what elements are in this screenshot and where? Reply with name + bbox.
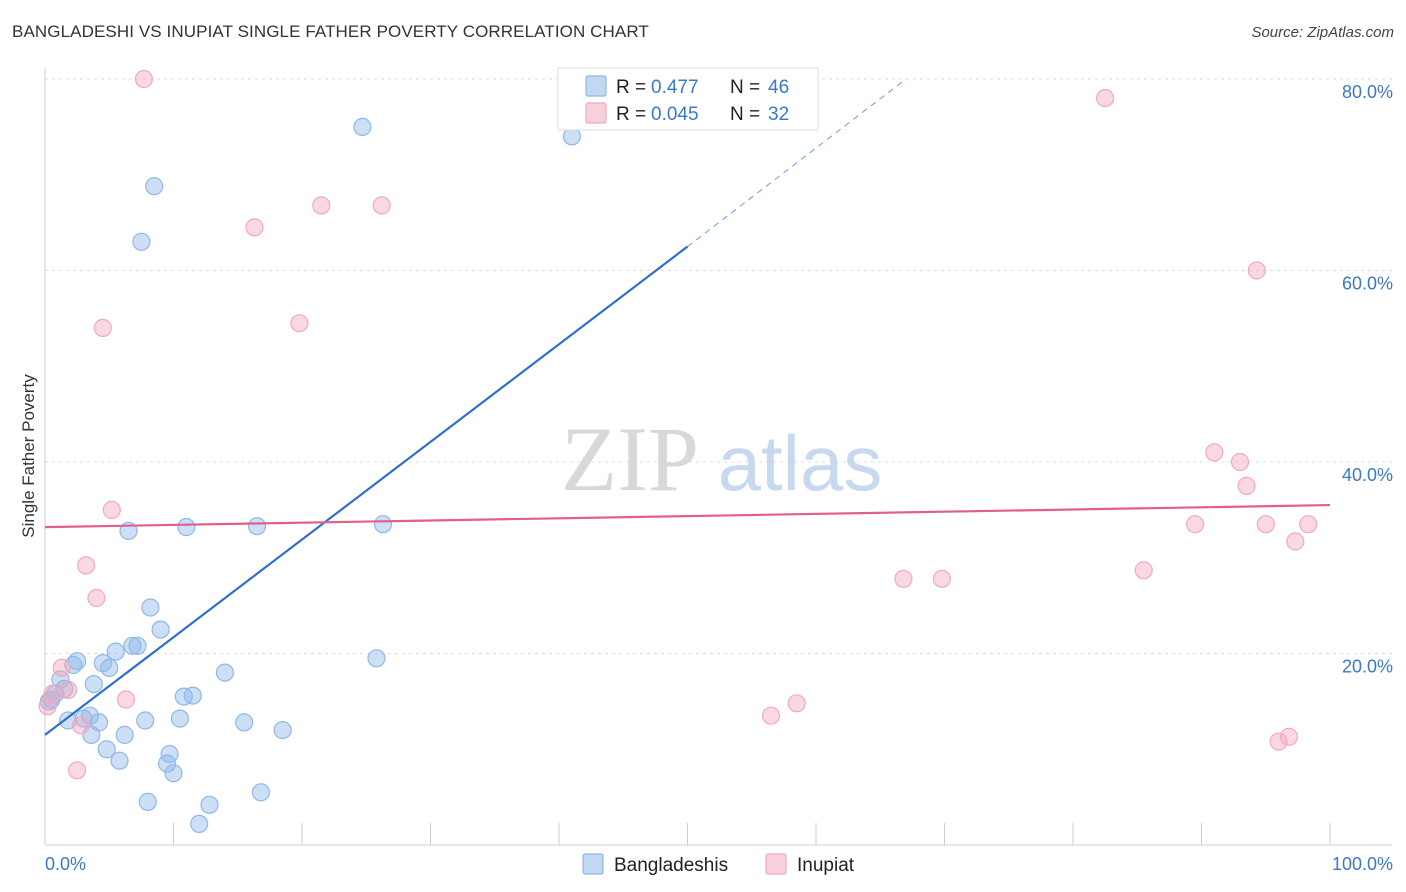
- bangladeshi-point: [160, 744, 179, 764]
- trend-lines: [44, 78, 1331, 736]
- legend-swatch-bangladeshis: [585, 75, 607, 97]
- legend-n-label: N =: [730, 104, 760, 125]
- bangladeshi-point: [367, 649, 386, 668]
- bangladeshi-point: [235, 713, 254, 732]
- gridlines: [45, 78, 1392, 654]
- inupiat-point: [787, 694, 806, 713]
- legend-n-label: N =: [730, 77, 760, 98]
- bangladeshi-point: [123, 636, 142, 655]
- legend-r-label: R =: [616, 104, 646, 125]
- x-tick-label-left: 0.0%: [45, 854, 86, 874]
- bangladeshi-point: [67, 652, 87, 671]
- bangladeshi-point: [183, 686, 202, 705]
- inupiat-point: [134, 69, 153, 89]
- inupiat-point: [1256, 515, 1275, 534]
- inupiat-point: [76, 556, 96, 575]
- series-label-inupiat: Inupiat: [797, 855, 855, 876]
- bangladeshi-point: [97, 740, 116, 759]
- bangladeshi-point: [138, 792, 157, 812]
- bangladeshi-point: [145, 177, 164, 196]
- inupiat-point: [894, 569, 913, 588]
- inupiat-point: [1185, 515, 1205, 534]
- inupiat-point: [1230, 452, 1250, 472]
- inupiat-point: [87, 588, 106, 608]
- series-label-bangladeshis: Bangladeshis: [614, 855, 728, 876]
- data-points: [38, 69, 1318, 834]
- bangladeshi-point: [100, 658, 119, 678]
- bangladeshi-point: [215, 663, 234, 682]
- source-label: Source: ZipAtlas.com: [1251, 24, 1394, 41]
- inupiat-point: [52, 658, 71, 678]
- bangladeshi-point: [170, 709, 189, 728]
- inupiat-point: [1095, 88, 1115, 108]
- bangladeshi-point: [106, 642, 125, 661]
- watermark-atlas: atlas: [718, 419, 883, 507]
- y-tick-label: 40.0%: [1342, 465, 1393, 485]
- bangladeshi-point: [373, 515, 393, 534]
- bangladeshi-point: [89, 713, 109, 732]
- stats-legend: R = 0.477 N = 46 R = 0.045 N = 32: [557, 67, 819, 131]
- inupiat-point: [1279, 727, 1299, 746]
- legend-n-value: 32: [768, 104, 789, 125]
- bangladeshi-point: [273, 720, 292, 740]
- bangladeshi-point: [84, 674, 103, 694]
- bangladeshi-point: [128, 636, 147, 655]
- inupiat-point: [93, 318, 112, 337]
- chart-title: BANGLADESHI VS INUPIAT SINGLE FATHER POV…: [12, 22, 649, 41]
- legend-r-value: 0.045: [651, 104, 699, 125]
- inupiat-trend-line: [44, 503, 1331, 529]
- inupiat-point: [761, 706, 781, 725]
- bangladeshi-point: [141, 598, 160, 617]
- inupiat-point: [116, 690, 136, 709]
- inupiat-point: [1134, 561, 1153, 580]
- inupiat-point: [1237, 476, 1256, 495]
- inupiat-point: [58, 680, 78, 700]
- watermark-zip: ZIP: [561, 408, 699, 510]
- y-axis-label: Single Father Poverty: [19, 374, 38, 538]
- series-swatch-bangladeshis: [582, 853, 604, 875]
- watermark: ZIP atlas: [561, 408, 882, 510]
- axes: [44, 68, 1392, 846]
- inupiat-point: [290, 314, 309, 333]
- bangladeshi-point: [164, 764, 183, 783]
- inupiat-point: [1205, 443, 1224, 462]
- series-swatch-inupiat: [765, 853, 787, 875]
- bangladeshi-point: [200, 795, 219, 814]
- legend-swatch-inupiat: [585, 102, 607, 124]
- inupiat-point: [932, 569, 952, 588]
- inupiat-point: [1299, 515, 1318, 534]
- bangladeshi-point: [177, 517, 196, 537]
- y-tick-label: 60.0%: [1342, 274, 1393, 294]
- bangladeshi-point: [247, 517, 267, 536]
- bangladeshi-point: [251, 783, 270, 802]
- legend-r-value: 0.477: [651, 77, 699, 98]
- bangladeshi-point: [190, 814, 209, 834]
- inupiat-point: [67, 761, 87, 780]
- bangladeshi-point: [110, 751, 129, 770]
- inupiat-point: [245, 218, 264, 237]
- tick-labels: 20.0% 40.0% 60.0% 80.0% 0.0% 100.0%: [45, 82, 1393, 874]
- inupiat-point: [1247, 261, 1266, 280]
- inupiat-point: [102, 500, 121, 519]
- bangladeshi-point: [115, 725, 134, 745]
- inupiat-point: [1286, 532, 1305, 551]
- series-legend: Bangladeshis Inupiat: [582, 853, 855, 876]
- legend-n-value: 46: [768, 77, 789, 98]
- inupiat-point: [43, 684, 62, 703]
- bangladeshi-trend-extension: [687, 78, 907, 247]
- bangladeshi-point: [136, 711, 155, 730]
- inupiat-point: [1269, 732, 1288, 751]
- bangladeshi-point: [132, 232, 151, 251]
- x-tick-label-right: 100.0%: [1332, 854, 1393, 874]
- y-tick-label: 20.0%: [1342, 657, 1393, 677]
- bangladeshi-point: [353, 117, 372, 137]
- legend-r-label: R =: [616, 77, 646, 98]
- inupiat-point: [71, 716, 91, 735]
- inupiat-point: [312, 196, 331, 215]
- bangladeshi-trend-line: [44, 245, 689, 736]
- inupiat-point: [372, 196, 391, 215]
- bangladeshi-point: [151, 620, 170, 639]
- y-tick-label: 80.0%: [1342, 82, 1393, 102]
